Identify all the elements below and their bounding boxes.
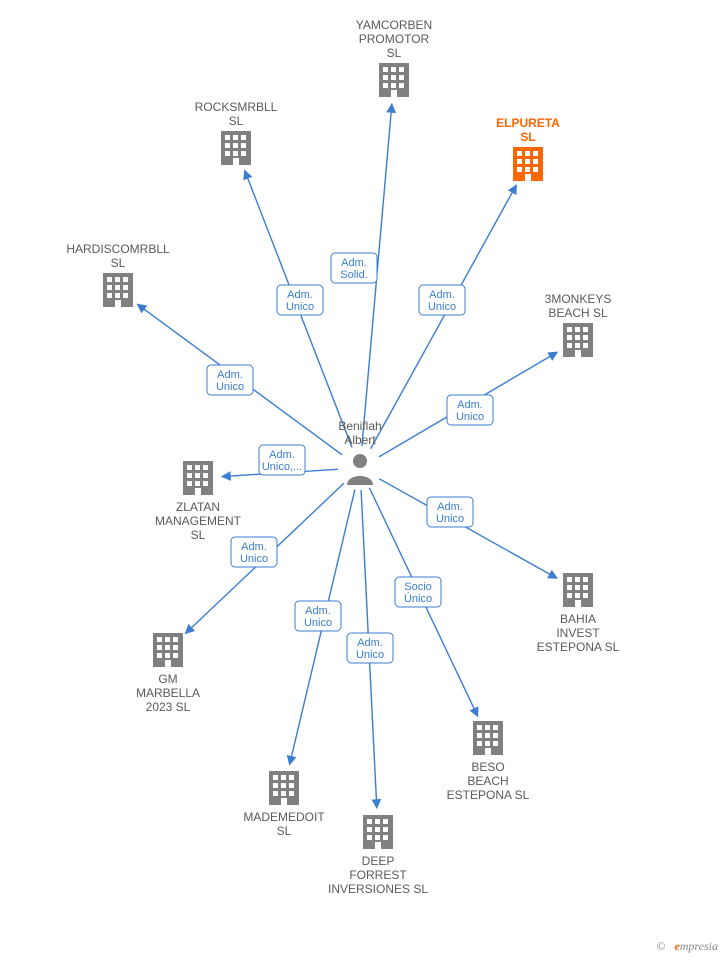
edge-label: SocioÚnico [404,581,432,605]
company-node[interactable]: GMMARBELLA2023 SL [136,633,200,714]
edge-label: Adm.Unico [216,369,244,393]
company-node[interactable]: HARDISCOMRBLLSL [66,242,170,307]
building-icon [269,771,299,805]
company-label: GMMARBELLA2023 SL [136,672,200,714]
person-icon [347,454,373,485]
company-node[interactable]: YAMCORBENPROMOTORSL [356,18,432,97]
person-node[interactable]: BeniflahAlbert [338,419,381,485]
edge-label: Adm.Unico [356,637,384,661]
company-label: ROCKSMRBLLSL [195,100,278,128]
network-diagram: Adm.Solid. Adm.Unico Adm.Unico Adm.Unico Adm… [0,0,728,960]
company-node[interactable]: BAHIAINVESTESTEPONA SL [537,573,620,654]
edge-label: Adm.Unico [286,289,314,313]
building-icon [103,273,133,307]
building-icon [153,633,183,667]
company-node[interactable]: BESOBEACHESTEPONA SL [447,721,530,802]
company-node[interactable]: 3MONKEYSBEACH SL [545,292,612,357]
building-icon [221,131,251,165]
company-label: MADEMEDOITSL [243,810,325,838]
company-node[interactable]: DEEPFORRESTINVERSIONES SL [328,815,428,896]
copyright: © empresia [656,939,718,954]
edge-label: Adm.Unico [240,541,268,565]
building-icon [183,461,213,495]
company-label: ELPURETASL [496,116,560,144]
edge-label: Adm.Unico [428,289,456,313]
company-node[interactable]: ROCKSMRBLLSL [195,100,278,165]
building-icon [563,573,593,607]
company-label: HARDISCOMRBLLSL [66,242,170,270]
company-node[interactable]: MADEMEDOITSL [243,771,325,838]
edge-label: Adm.Unico [304,605,332,629]
company-label: 3MONKEYSBEACH SL [545,292,612,320]
copyright-symbol: © [656,939,665,953]
edge-label: Adm.Unico [436,501,464,525]
edge-label: Adm.Solid. [340,257,368,281]
company-node[interactable]: ELPURETASL [496,116,560,181]
company-label: BESOBEACHESTEPONA SL [447,760,530,802]
building-icon [379,63,409,97]
company-label: DEEPFORRESTINVERSIONES SL [328,854,428,896]
company-node[interactable]: ZLATANMANAGEMENTSL [155,461,242,542]
building-icon [563,323,593,357]
company-label: YAMCORBENPROMOTORSL [356,18,432,60]
brand-rest: mpresia [680,939,718,953]
edge [371,185,517,449]
company-label: BAHIAINVESTESTEPONA SL [537,612,620,654]
building-icon [363,815,393,849]
building-icon [473,721,503,755]
company-label: ZLATANMANAGEMENTSL [155,500,242,542]
building-icon [513,147,543,181]
person-label: BeniflahAlbert [338,419,381,447]
edge-label: Adm.Unico [456,399,484,423]
